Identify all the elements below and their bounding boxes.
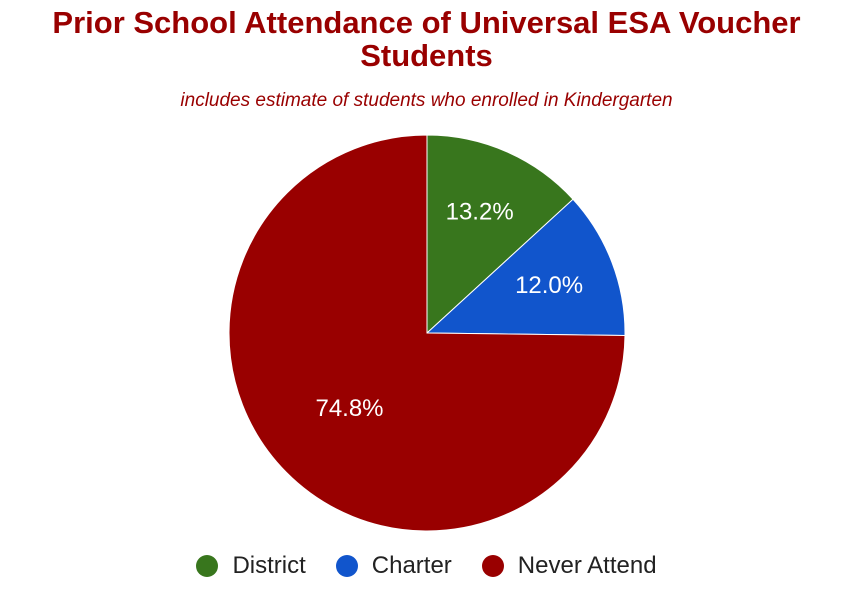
legend-label: Never Attend <box>517 552 657 579</box>
slice-label-never-attend: 74.8% <box>315 395 383 422</box>
slice-label-charter: 12.0% <box>515 272 583 299</box>
legend: District Charter Never Attend <box>0 549 853 583</box>
legend-swatch-charter <box>335 555 358 577</box>
pie-slice-district[interactable] <box>426 134 574 335</box>
legend-label: Charter <box>371 552 452 579</box>
pie-slices <box>228 134 626 532</box>
pie-slice-charter[interactable] <box>425 198 626 336</box>
legend-swatch-district <box>196 555 219 577</box>
chart-subtitle: includes estimate of students who enroll… <box>180 90 673 111</box>
legend-swatch-never-attend <box>481 555 504 577</box>
chart-title: Prior School Attendance of Universal ESA… <box>52 5 801 73</box>
pie-slice-labels: 13.2% 12.0% 74.8% <box>315 199 583 422</box>
legend-item-never-attend[interactable]: Never Attend <box>481 552 657 580</box>
pie-slice-never-attend[interactable] <box>228 134 626 532</box>
legend-item-district[interactable]: District <box>196 552 306 580</box>
slice-label-district: 13.2% <box>446 199 514 226</box>
legend-item-charter[interactable]: Charter <box>335 552 452 580</box>
legend-label: District <box>232 552 306 579</box>
